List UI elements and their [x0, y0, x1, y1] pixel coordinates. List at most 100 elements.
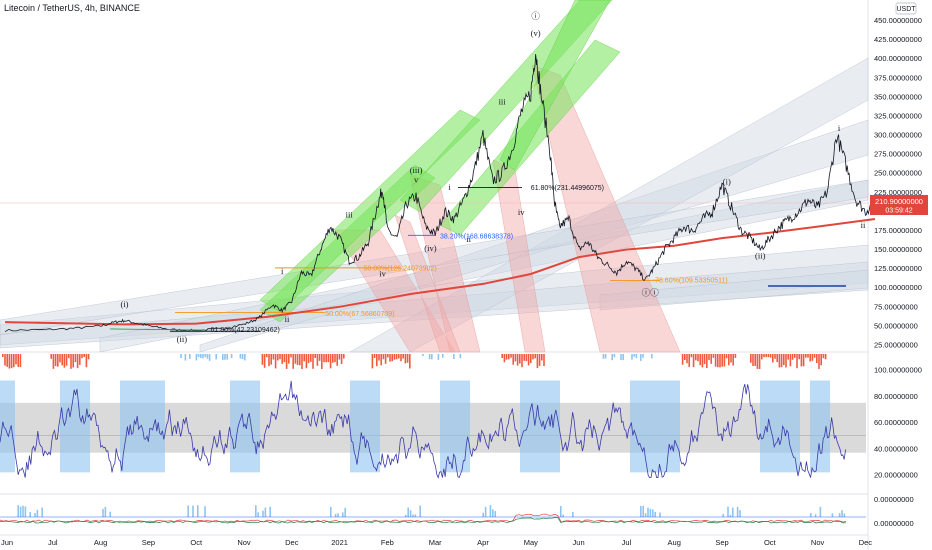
- wave-label: (ii): [177, 334, 188, 344]
- oscillator-pane: [0, 380, 866, 479]
- hist-bar: [651, 354, 653, 359]
- wave-label: ii: [466, 234, 471, 244]
- hist-bar: [314, 354, 316, 358]
- hist-bar: [400, 354, 402, 362]
- hist-bar: [85, 354, 88, 368]
- hist-bar: [501, 354, 503, 358]
- bottom-bar: [838, 513, 841, 517]
- hist-bar: [785, 354, 787, 368]
- moving-average-line: [4, 218, 876, 326]
- price-tick-label: 175.00000000: [874, 226, 922, 235]
- hist-bar: [68, 354, 70, 359]
- hist-bar: [728, 354, 730, 366]
- hist-bar: [290, 354, 292, 358]
- hist-bar: [701, 354, 704, 368]
- hist-bar: [525, 354, 528, 362]
- hist-bar: [798, 354, 800, 360]
- hist-bar: [189, 354, 191, 359]
- wave-label: ⓘⓘ: [642, 287, 660, 297]
- hist-bar: [59, 354, 61, 363]
- hist-bar: [340, 354, 343, 364]
- bottom-bar: [36, 509, 39, 517]
- hist-bar: [824, 354, 827, 360]
- wave-label: iv: [518, 207, 525, 217]
- hist-bar: [17, 354, 19, 367]
- hist-bar: [6, 354, 8, 367]
- hist-bar: [512, 354, 514, 365]
- hist-bar: [50, 354, 52, 359]
- price-tick-label: 75.00000000: [874, 302, 918, 311]
- hist-bar: [642, 354, 644, 358]
- hist-bar: [371, 354, 374, 369]
- hist-bar: [818, 354, 820, 369]
- time-tick-label: Apr: [477, 538, 489, 547]
- hist-bar: [688, 354, 690, 367]
- price-tick-label: 275.00000000: [874, 150, 922, 159]
- hist-bar: [750, 354, 752, 363]
- hist-bar: [81, 354, 83, 359]
- wave-label: (ii): [755, 251, 766, 261]
- hist-bar: [543, 354, 545, 367]
- time-tick-label: Dec: [859, 538, 873, 547]
- time-axis[interactable]: Jun Jul Aug Sep Oct Nov Dec 2021 Feb Mar Apr May Jun…: [1, 538, 872, 547]
- bottom-bar: [652, 509, 654, 517]
- hist-bar: [699, 354, 701, 366]
- hist-bar: [222, 354, 224, 361]
- osc-zone: [230, 380, 260, 473]
- bottom-bar: [810, 513, 812, 517]
- hist-bar: [802, 354, 805, 367]
- hist-bar: [633, 354, 635, 357]
- hist-bar: [376, 354, 378, 367]
- bottom-bar: [204, 506, 206, 517]
- hist-bar: [809, 354, 811, 362]
- wave-label: (i): [723, 177, 731, 187]
- hist-bar: [329, 354, 332, 369]
- last-price-value: 210.90000000: [875, 197, 923, 206]
- wave-label: ii: [285, 314, 290, 324]
- bottom-bar: [269, 506, 271, 517]
- bottom-bar: [722, 513, 724, 517]
- hist-bar: [323, 354, 325, 363]
- hist-bar: [65, 354, 68, 366]
- fib-label: 61.80%(42.23109462): [211, 327, 280, 334]
- hist-bar: [508, 354, 510, 360]
- hist-bar: [681, 354, 684, 365]
- hist-bar: [765, 354, 767, 358]
- hist-bar: [706, 354, 708, 368]
- hist-bar: [395, 354, 398, 360]
- hist-bar: [631, 354, 633, 360]
- time-tick-label: Dec: [285, 538, 299, 547]
- bottom-bar: [29, 512, 31, 517]
- hist-bar: [719, 354, 721, 368]
- hist-bar: [301, 354, 303, 369]
- bottom-bar: [640, 506, 642, 517]
- bottom-bar: [644, 513, 647, 517]
- bottom-bar: [489, 505, 492, 517]
- hist-bar: [811, 354, 814, 361]
- hist-bar: [783, 354, 785, 366]
- wave-label: (v): [531, 28, 541, 38]
- hist-bar: [723, 354, 726, 367]
- hist-bar: [202, 354, 204, 359]
- price-tick-label: 225.00000000: [874, 188, 922, 197]
- hist-bar: [794, 354, 796, 358]
- hist-bar: [13, 354, 15, 368]
- hist-bar: [57, 354, 59, 367]
- price-tick-label: 400.00000000: [874, 54, 922, 63]
- time-tick-label: Jul: [48, 538, 58, 547]
- hist-bar: [226, 354, 228, 360]
- hist-bar: [791, 354, 794, 360]
- gray-channel: [349, 57, 869, 353]
- hist-bar: [622, 354, 624, 361]
- bottom-bar: [255, 505, 257, 517]
- osc-zone: [0, 380, 15, 473]
- hist-bar: [303, 354, 305, 362]
- hist-bar: [307, 354, 310, 364]
- hist-bar: [611, 354, 613, 361]
- hist-bar: [310, 354, 312, 362]
- hist-bar: [756, 354, 759, 369]
- hist-bar: [734, 354, 737, 358]
- currency-badge[interactable]: [895, 2, 917, 15]
- hist-bar: [459, 354, 462, 359]
